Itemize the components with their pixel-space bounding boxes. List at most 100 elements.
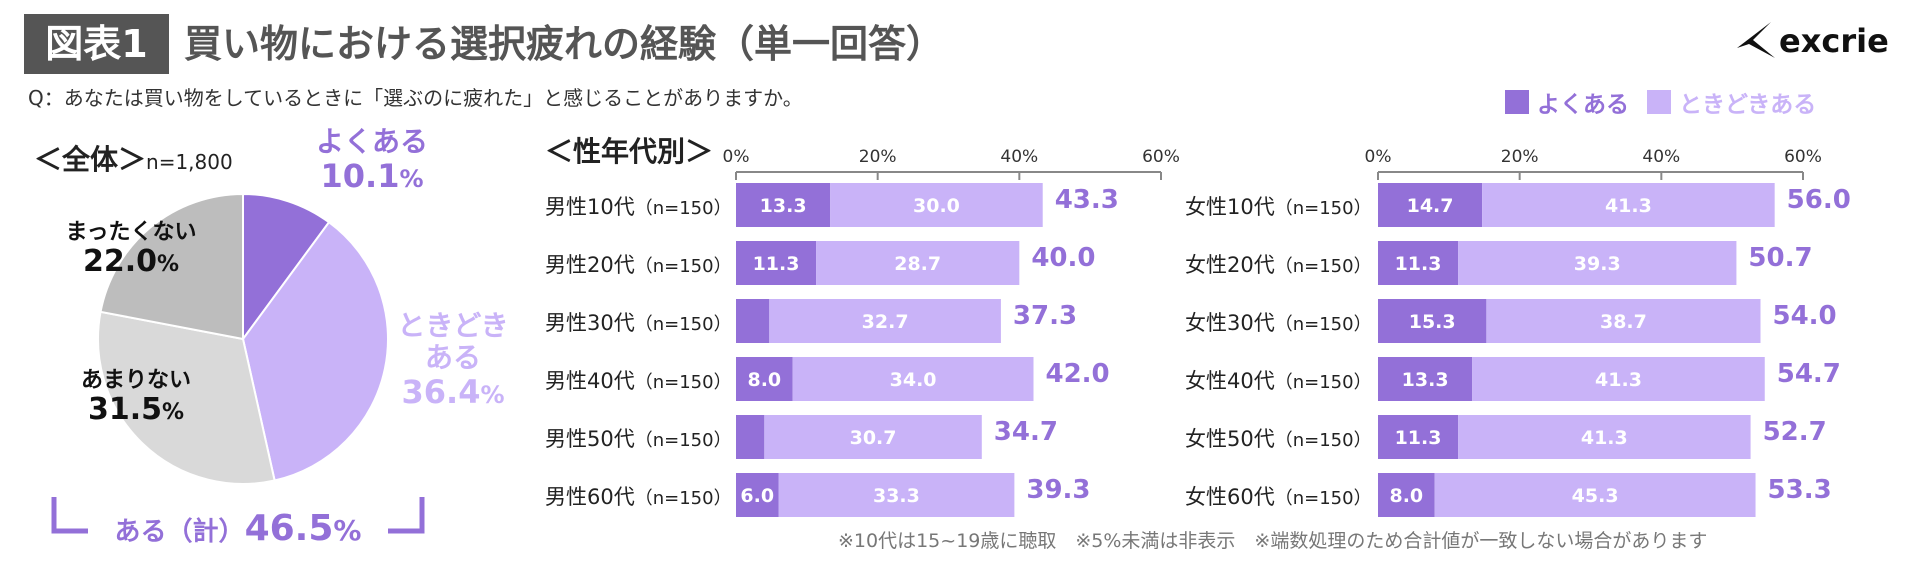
female-bar-often <box>1378 299 1487 343</box>
female-row-label: 女性20代（n=150） <box>1185 249 1372 279</box>
legend-sometimes-label: ときどきある <box>1679 92 1817 118</box>
female-row-label: 女性40代（n=150） <box>1185 365 1372 395</box>
pie-slice-rarely <box>97 310 276 485</box>
female-label-sometimes: 39.3 <box>1574 253 1621 275</box>
male-row-label: 男性50代（n=150） <box>545 423 732 453</box>
male-label-often: 8.0 <box>747 369 781 391</box>
female-label-often: 11.3 <box>1395 253 1442 275</box>
male-row-label: 男性20代（n=150） <box>545 249 732 279</box>
male-label-sometimes: 34.0 <box>890 369 937 391</box>
female-label-total: 54.7 <box>1777 359 1841 389</box>
legend-often-swatch <box>1505 90 1529 114</box>
row-group-label: 男性10代 <box>545 195 635 219</box>
female-bar-often <box>1378 241 1459 285</box>
row-group-label: 女性10代 <box>1185 195 1275 219</box>
male-row-label: 男性40代（n=150） <box>545 365 732 395</box>
male-tick-label: 40% <box>1000 147 1038 167</box>
female-row-label: 女性60代（n=150） <box>1185 481 1372 511</box>
logo-text: excrie <box>1779 22 1889 60</box>
female-label-total: 56.0 <box>1787 185 1851 215</box>
female-label-sometimes: 41.3 <box>1595 369 1642 391</box>
legend-often-label: よくある <box>1537 92 1629 118</box>
female-bar-sometimes <box>1486 299 1761 343</box>
male-label-total: 37.3 <box>1013 301 1077 331</box>
brand-logo: excrie <box>1735 18 1900 62</box>
male-bar-sometimes <box>830 183 1043 227</box>
female-bar-sometimes <box>1434 473 1756 517</box>
pie-label-never-value: 22.0 <box>82 244 157 280</box>
pie-label-rarely-pct: % <box>161 400 185 426</box>
female-row-label: 女性50代（n=150） <box>1185 423 1372 453</box>
male-bar-sometimes <box>816 241 1020 285</box>
row-group-label: 男性20代 <box>545 253 635 277</box>
row-n-label: （n=150） <box>1274 314 1372 335</box>
male-label-often: 11.3 <box>753 253 800 275</box>
female-bar-often <box>1378 473 1435 517</box>
row-n-label: （n=150） <box>1274 372 1372 393</box>
chart-title: 買い物における選択疲れの経験（単一回答） <box>184 22 945 66</box>
male-label-sometimes: 33.3 <box>873 485 920 507</box>
total-label-text: ある（計） <box>114 517 245 547</box>
male-tick-label: 0% <box>723 147 750 167</box>
pie-label-never-pct: % <box>156 252 180 278</box>
male-label-total: 34.7 <box>994 417 1058 447</box>
male-label-sometimes: 30.0 <box>913 195 960 217</box>
female-row-label: 女性30代（n=150） <box>1185 307 1372 337</box>
pie-label-sometimes-name: ときどきある <box>397 309 509 375</box>
row-n-label: （n=150） <box>634 372 732 393</box>
female-label-often: 11.3 <box>1395 427 1442 449</box>
male-bar-sometimes <box>792 357 1034 401</box>
row-n-label: （n=150） <box>634 198 732 219</box>
pie-label-rarely-value: 31.5 <box>87 392 162 428</box>
female-label-often: 15.3 <box>1409 311 1456 333</box>
footnote: ※10代は15~19歳に聴取 ※5%未満は非表示 ※端数処理のため合計値が一致し… <box>838 530 1708 552</box>
overall-heading-text: ＜全体＞ <box>34 143 147 176</box>
pie-label-rarely: あまりない 31.5% <box>56 368 216 428</box>
pie-label-rarely-name: あまりない <box>80 368 191 393</box>
female-tick-label: 40% <box>1642 147 1680 167</box>
pie-slice-never <box>99 192 244 341</box>
male-bar-often <box>736 357 793 401</box>
figure-badge: 図表1 <box>24 14 169 74</box>
male-bar-often <box>736 241 817 285</box>
male-label-often: 6.0 <box>740 485 774 507</box>
male-row-label: 男性60代（n=150） <box>545 481 732 511</box>
pie-label-sometimes-value: 36.4 <box>401 373 481 412</box>
male-bar-often <box>736 299 770 343</box>
pie-label-never-name: まったくない <box>65 220 197 245</box>
female-bar-sometimes <box>1482 183 1775 227</box>
male-label-total: 39.3 <box>1026 475 1090 505</box>
female-tick-label: 20% <box>1501 147 1539 167</box>
pie-label-never: まったくない 22.0% <box>46 220 216 280</box>
total-label-pct: % <box>333 514 362 547</box>
pie-label-often-pct: % <box>399 165 424 194</box>
male-tick-label: 20% <box>859 147 897 167</box>
male-label-sometimes: 30.7 <box>850 427 897 449</box>
row-n-label: （n=150） <box>1274 198 1372 219</box>
total-label-value: 46.5 <box>244 508 334 549</box>
pie-slice-sometimes <box>241 220 389 482</box>
male-label-sometimes: 28.7 <box>894 253 941 275</box>
row-group-label: 女性20代 <box>1185 253 1275 277</box>
row-group-label: 女性40代 <box>1185 369 1275 393</box>
female-label-sometimes: 38.7 <box>1600 311 1647 333</box>
female-label-total: 53.3 <box>1768 475 1832 505</box>
male-bar-sometimes <box>778 473 1015 517</box>
total-bracket-right <box>388 497 425 534</box>
pie-label-sometimes: ときどきある 36.4% <box>388 309 518 412</box>
total-label: ある（計）46.5% <box>100 508 376 549</box>
pie-label-often: よくある 10.1% <box>282 125 462 196</box>
female-label-total: 52.7 <box>1763 417 1827 447</box>
pie-chart <box>51 192 425 534</box>
female-label-total: 54.0 <box>1773 301 1837 331</box>
overall-n: n=1,800 <box>146 150 233 174</box>
male-bar-sometimes <box>769 299 1001 343</box>
male-tick-label: 60% <box>1142 147 1180 167</box>
row-group-label: 女性30代 <box>1185 311 1275 335</box>
female-tick-label: 60% <box>1784 147 1822 167</box>
female-bar-often <box>1378 357 1473 401</box>
pie-label-often-value: 10.1 <box>320 157 400 196</box>
male-bar-sometimes <box>764 415 982 459</box>
female-label-sometimes: 45.3 <box>1572 485 1619 507</box>
male-row-label: 男性30代（n=150） <box>545 307 732 337</box>
